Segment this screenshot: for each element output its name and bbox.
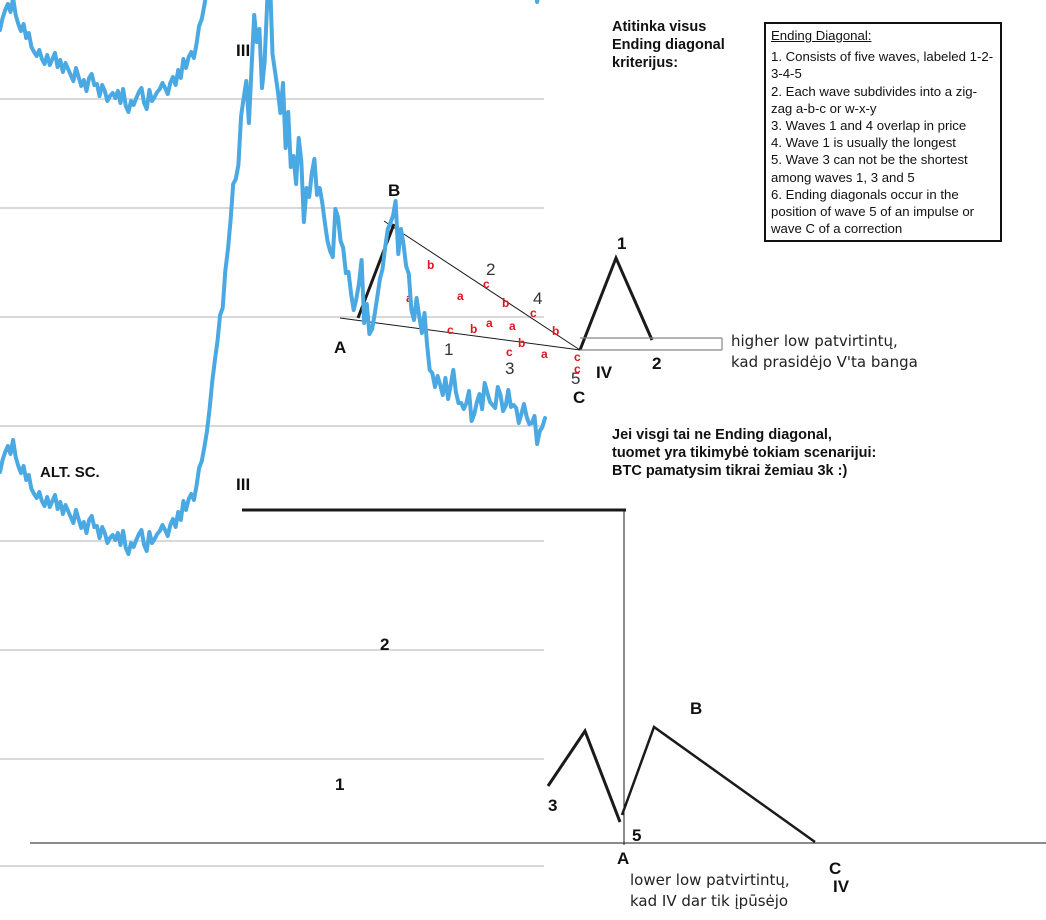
- caption-line: kad prasidėjo V'ta banga: [731, 353, 918, 371]
- lower-gridlines: [0, 540, 544, 867]
- projected-wave-A-B-C: [620, 725, 816, 844]
- label-wave-3-lower: 3: [548, 796, 557, 815]
- label-wave-5-lower: 5: [632, 826, 641, 845]
- criteria-item: 2. Each wave subdivides into a zig-zag a…: [771, 83, 977, 116]
- note-line: kriterijus:: [612, 55, 679, 71]
- subwave-c: c: [447, 323, 454, 337]
- label-wave-4: 4: [533, 289, 542, 308]
- label-IV-lower: IV: [833, 877, 850, 896]
- subwave-a: a: [509, 319, 516, 333]
- upper-trendline: [383, 220, 581, 351]
- note-line: Ending diagonal: [612, 37, 725, 53]
- lower-trendline: [339, 317, 581, 351]
- label-C-lower: C: [829, 859, 841, 878]
- criteria-match-note: Atitinka visus Ending diagonal kriteriju…: [612, 18, 725, 72]
- label-IV-upper: IV: [596, 363, 613, 382]
- note-line: tuomet yra tikimybė tokiam scenarijui:: [612, 445, 877, 461]
- subwave-c: c: [574, 362, 581, 376]
- alt-scenario-note: Jei visgi tai ne Ending diagonal, tuomet…: [612, 426, 876, 480]
- subwave-c: c: [530, 306, 537, 320]
- projected-wave-4-5: [546, 727, 622, 823]
- lower-wave-labels: ALT. SC. III 1 2 3 5 A B C IV: [40, 464, 850, 896]
- subwave-a: a: [486, 316, 493, 330]
- label-B-lower: B: [690, 699, 702, 718]
- label-wave-1: 1: [444, 340, 453, 359]
- upper-wave-labels: III B A C IV 1 2 3 4 5 1 2 a b c a b c a…: [236, 41, 661, 407]
- label-wave-3: 3: [505, 359, 514, 378]
- label-A-upper: A: [334, 338, 346, 357]
- note-line: BTC pamatysim tikrai žemiau 3k :): [612, 463, 848, 479]
- projected-wave-1-2: [578, 254, 654, 351]
- lower-low-caption: lower low patvirtintų, kad IV dar tik įp…: [630, 870, 790, 912]
- label-A-lower: A: [617, 849, 629, 868]
- label-alt-scenario: ALT. SC.: [40, 464, 100, 481]
- label-wave-1-lower: 1: [335, 775, 344, 794]
- label-wave-5: 5: [571, 369, 580, 388]
- ending-diagonal-criteria-box: Ending Diagonal: 1. Consists of five wav…: [764, 22, 1002, 242]
- label-proj-1: 1: [617, 234, 626, 253]
- subwave-b: b: [427, 258, 434, 272]
- label-III-upper: III: [236, 41, 250, 60]
- lower-wave-annotations: [30, 508, 1046, 845]
- label-wave-2-lower: 2: [380, 635, 389, 654]
- lower-price-line: [0, 0, 547, 556]
- upper-gridlines: [0, 98, 544, 427]
- caption-line: lower low patvirtintų,: [630, 871, 790, 889]
- subwave-b: b: [470, 322, 477, 336]
- subwave-b: b: [518, 336, 525, 350]
- subwave-c: c: [483, 277, 490, 291]
- criteria-item: 5. Wave 3 can not be the shortest among …: [771, 152, 968, 185]
- criteria-item: 1. Consists of five waves, labeled 1-2-3…: [771, 49, 994, 82]
- subwave-c: c: [574, 350, 581, 364]
- criteria-item: 6. Ending diagonals occur in the positio…: [771, 186, 975, 237]
- label-C-upper: C: [573, 388, 585, 407]
- subwave-a: a: [457, 289, 464, 303]
- criteria-title: Ending Diagonal:: [771, 28, 872, 43]
- subwave-b: b: [502, 296, 509, 310]
- label-B-upper: B: [388, 181, 400, 200]
- caption-line: higher low patvirtintų,: [731, 332, 898, 350]
- subwave-a: a: [541, 347, 548, 361]
- note-line: Atitinka visus: [612, 19, 707, 35]
- label-wave-2: 2: [486, 260, 495, 279]
- upper-price-line: [0, 0, 540, 114]
- label-proj-2: 2: [652, 354, 661, 373]
- lower-chart-panel: ALT. SC. III 1 2 3 5 A B C IV: [0, 0, 1046, 896]
- label-III-lower: III: [236, 475, 250, 494]
- criteria-item: 3. Waves 1 and 4 overlap in price: [771, 118, 967, 134]
- criteria-item: 4. Wave 1 is usually the longest: [771, 135, 956, 151]
- higher-low-caption: higher low patvirtintų, kad prasidėjo V'…: [731, 331, 918, 373]
- caption-line: kad IV dar tik įpūsėjo: [630, 892, 789, 910]
- subwave-b: b: [552, 324, 559, 338]
- subwave-c: c: [506, 345, 513, 359]
- note-line: Jei visgi tai ne Ending diagonal,: [612, 427, 832, 443]
